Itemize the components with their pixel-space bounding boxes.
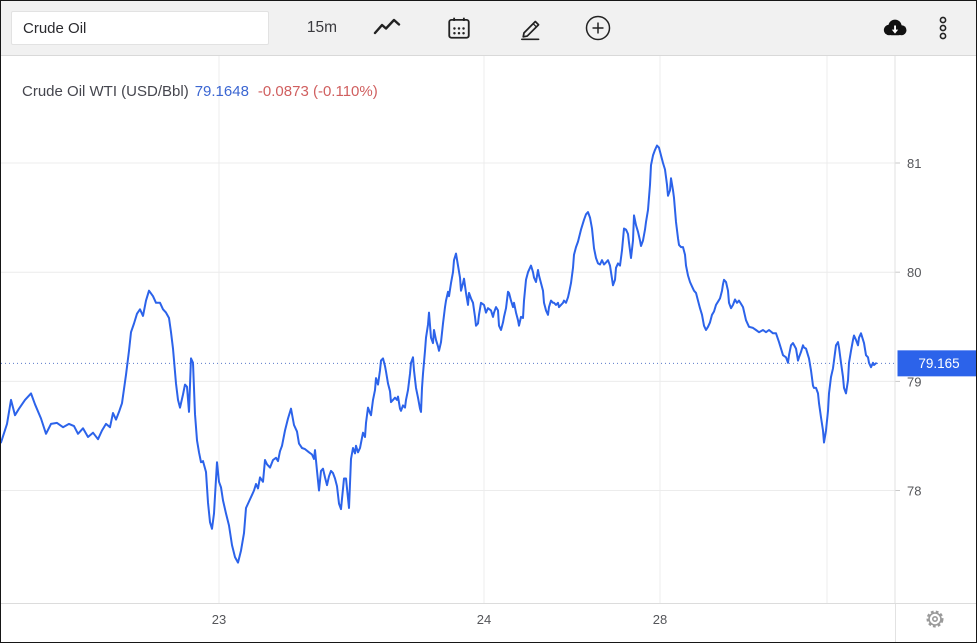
y-axis-label: 81: [907, 156, 921, 171]
chart-style-button[interactable]: [371, 12, 403, 44]
add-button[interactable]: [582, 12, 614, 44]
price-chart-canvas: 78 79 80 81 79.165: [1, 56, 976, 608]
settings-gear-icon[interactable]: [923, 607, 947, 631]
x-axis-label: 23: [211, 612, 227, 627]
calendar-icon: [446, 15, 472, 41]
price-series: [1, 144, 877, 564]
y-axis-label: 80: [907, 265, 921, 280]
y-axis-label: 78: [907, 484, 921, 499]
symbol-search-input[interactable]: [11, 11, 269, 45]
more-menu-button[interactable]: [929, 12, 957, 44]
line-chart-icon: [373, 16, 401, 40]
date-range-button[interactable]: [443, 12, 475, 44]
x-axis-label: 28: [652, 612, 668, 627]
legend-last-price: 79.1648: [194, 83, 249, 100]
axis-divider: [895, 604, 896, 642]
pencil-icon: [517, 14, 545, 42]
x-axis: 23 24 28: [1, 604, 976, 642]
kebab-menu-icon: [929, 14, 957, 42]
price-tag: [897, 350, 976, 377]
toolbar: 15m: [1, 1, 976, 56]
legend-change: -0.0873 (-0.110%): [257, 83, 378, 100]
x-axis-label: 24: [476, 612, 492, 627]
price-chart[interactable]: 78 79 80 81 79.165 Crude Oil WTI (USD/Bbl) 79…: [1, 56, 976, 608]
draw-button[interactable]: [515, 12, 547, 44]
price-tag-label: 79.165: [918, 356, 959, 371]
interval-button[interactable]: 15m: [306, 19, 338, 36]
cloud-download-icon: [879, 16, 911, 40]
download-button[interactable]: [879, 12, 911, 44]
chart-legend: Crude Oil WTI (USD/Bbl) 79.1648 -0.0873 (-…: [22, 83, 378, 100]
y-axis-label: 79: [907, 374, 921, 389]
plus-circle-icon: [584, 14, 612, 42]
legend-symbol-title: Crude Oil WTI (USD/Bbl): [22, 83, 189, 100]
